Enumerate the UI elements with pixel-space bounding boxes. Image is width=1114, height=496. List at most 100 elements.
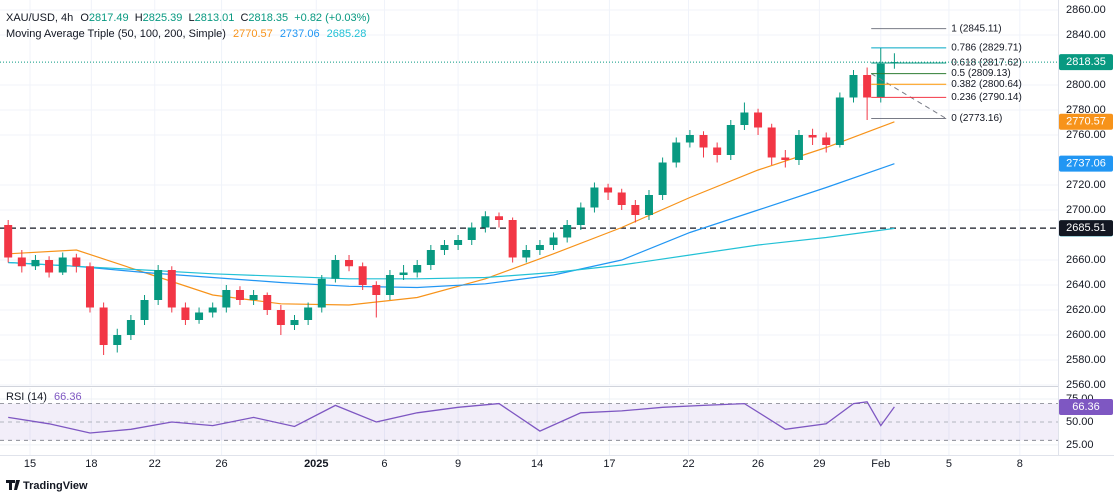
candle-body xyxy=(72,257,81,267)
candle-body xyxy=(604,187,613,193)
candle-body xyxy=(631,205,640,215)
ma-badge xyxy=(1059,155,1113,172)
y-tick-label: 2580.00 xyxy=(1066,354,1106,366)
candle-body xyxy=(590,187,599,208)
candle-body xyxy=(331,260,340,279)
candle-body xyxy=(672,142,681,163)
ma-badge-label: 2737.06 xyxy=(1066,158,1106,170)
y-tick-label: 2860.00 xyxy=(1066,4,1106,16)
candle-body xyxy=(413,265,422,273)
candle-body xyxy=(754,112,763,128)
open-value: 2817.49 xyxy=(89,12,129,24)
ma-value: 2685.28 xyxy=(327,28,367,40)
candle-body xyxy=(508,220,517,258)
candle-body xyxy=(535,245,544,250)
candle-body xyxy=(699,135,708,148)
candle-body xyxy=(563,225,572,238)
candle-body xyxy=(617,192,626,205)
x-tick-label: 6 xyxy=(381,458,387,470)
fib-label: 0.236 (2790.14) xyxy=(951,92,1022,103)
candle-body xyxy=(740,112,749,125)
price-badge-label: 2818.35 xyxy=(1066,56,1106,68)
candle-body xyxy=(249,295,258,300)
axes: 2860.00 2840.00 2800.00 2780.00 2760.00 2720.… xyxy=(24,4,1113,470)
y-tick-label: 2720.00 xyxy=(1066,179,1106,191)
level-badge-label: 2685.51 xyxy=(1066,222,1106,234)
change: +0.82 (+0.03%) xyxy=(294,12,370,24)
y-tick-label: 2600.00 xyxy=(1066,329,1106,341)
candle-body xyxy=(345,260,354,267)
candle-body xyxy=(45,260,54,273)
rsi-badge xyxy=(1059,398,1113,415)
ma-title: Moving Average Triple (50, 100, 200, Sim… xyxy=(6,28,226,40)
candle-body xyxy=(849,75,858,98)
y-tick-label: 2800.00 xyxy=(1066,79,1106,91)
fib-label: 0.618 (2817.62) xyxy=(951,58,1022,69)
candle-body xyxy=(440,245,449,250)
candle-body xyxy=(154,270,163,300)
fib-label: 1 (2845.11) xyxy=(951,23,1001,34)
ohlc-letter: L xyxy=(188,12,194,24)
y-tick-label: 2780.00 xyxy=(1066,104,1106,116)
logo-icon xyxy=(6,480,20,490)
candle-body xyxy=(781,157,790,160)
x-tick-label: Feb xyxy=(871,458,890,470)
candle-body xyxy=(644,195,653,215)
candle-body xyxy=(835,97,844,145)
candle-body xyxy=(495,216,504,220)
x-tick-label: 26 xyxy=(215,458,227,470)
ma-header: Moving Average Triple (50, 100, 200, Sim… xyxy=(6,28,366,40)
candle-body xyxy=(290,320,299,325)
candle-body xyxy=(713,147,722,155)
price-badge xyxy=(1059,54,1113,71)
fib-label: 0.5 (2809.13) xyxy=(951,68,1011,79)
candle-body xyxy=(181,307,190,320)
candle-body xyxy=(263,295,272,310)
candle-body xyxy=(467,227,476,240)
candle-body xyxy=(549,237,558,245)
candle-body xyxy=(17,257,26,267)
candle-body xyxy=(208,307,217,313)
header-ohlc: XAU/USD, 4h O2817.49 H2825.39 L2813.01 C… xyxy=(6,12,370,24)
brand: TradingView xyxy=(23,480,88,492)
x-tick-label: 26 xyxy=(752,458,764,470)
candle-body xyxy=(385,275,394,295)
candle-body xyxy=(31,260,40,267)
footer-logo: TradingView xyxy=(6,480,88,492)
candle-body xyxy=(767,127,776,158)
candle-body xyxy=(481,216,490,228)
candle-body xyxy=(576,207,585,225)
low-value: 2813.01 xyxy=(195,12,235,24)
candle-body xyxy=(808,135,817,138)
candle-body xyxy=(140,300,149,320)
ma-badge xyxy=(1059,113,1113,130)
ma-value: 2770.57 xyxy=(233,28,273,40)
candle-body xyxy=(876,63,885,98)
y-tick-label: 2700.00 xyxy=(1066,204,1106,216)
ohlc-letter: H xyxy=(135,12,143,24)
candle-body xyxy=(99,307,108,345)
x-tick-label: 8 xyxy=(1017,458,1023,470)
rsi-header: RSI (14) 66.36 xyxy=(6,391,82,403)
x-tick-label: 22 xyxy=(149,458,161,470)
candle-body xyxy=(222,290,231,308)
rsi-tick-label: 50.00 xyxy=(1066,416,1094,428)
candle-body xyxy=(685,135,694,143)
x-tick-label: 18 xyxy=(85,458,97,470)
candle-body xyxy=(372,285,381,295)
candle-body xyxy=(726,125,735,155)
ohlc-letter: O xyxy=(80,12,89,24)
candle-body xyxy=(658,162,667,195)
rsi-badge-label: 66.36 xyxy=(1072,401,1100,413)
candle-body xyxy=(167,270,176,308)
candle-body xyxy=(426,250,435,265)
level-badge xyxy=(1059,220,1113,237)
candle-body xyxy=(317,278,326,308)
x-tick-label: 5 xyxy=(946,458,952,470)
fib-label: 0.382 (2800.64) xyxy=(951,79,1022,90)
candle-body xyxy=(399,272,408,275)
x-tick-label: 17 xyxy=(603,458,615,470)
candle-body xyxy=(113,335,122,345)
y-tick-label: 2620.00 xyxy=(1066,304,1106,316)
